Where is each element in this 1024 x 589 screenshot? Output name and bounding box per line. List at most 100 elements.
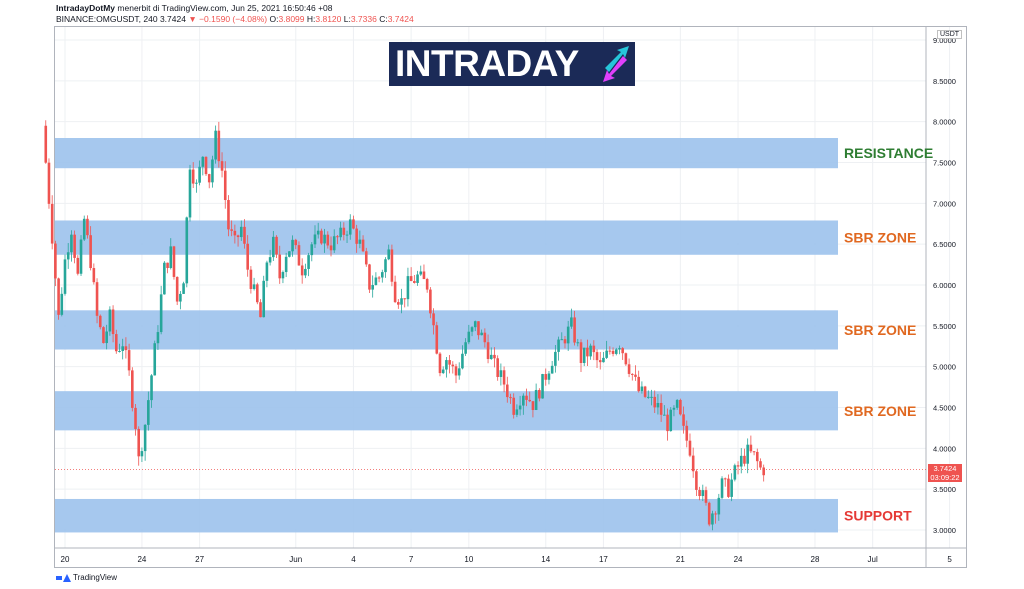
candle-body bbox=[262, 280, 266, 318]
candle-body bbox=[76, 257, 80, 274]
candle-body bbox=[698, 489, 701, 496]
candle-body bbox=[493, 354, 496, 359]
candle-body bbox=[624, 353, 628, 365]
candle-body bbox=[371, 285, 374, 290]
candle-body bbox=[659, 402, 663, 415]
candle-body bbox=[336, 236, 339, 238]
zone-band bbox=[55, 391, 838, 431]
candle-body bbox=[656, 402, 660, 408]
candle-body bbox=[291, 239, 294, 252]
candle-body bbox=[57, 278, 60, 315]
y-tick-label: 8.5000 bbox=[933, 77, 956, 86]
candle-body bbox=[236, 235, 240, 238]
candle-body bbox=[435, 325, 439, 354]
y-tick-label: 5.0000 bbox=[933, 363, 956, 372]
candle-body bbox=[489, 354, 493, 360]
candle-body bbox=[666, 414, 669, 432]
publish-info: menerbit di TradingView.com, Jun 25, 202… bbox=[115, 3, 333, 13]
x-tick-label: 24 bbox=[137, 555, 146, 564]
candle-body bbox=[618, 348, 621, 350]
candle-body bbox=[79, 239, 83, 274]
tradingview-icon bbox=[56, 573, 71, 582]
candle-body bbox=[595, 352, 599, 361]
candle-body bbox=[294, 239, 298, 246]
tradingview-logo[interactable]: TradingView bbox=[56, 573, 117, 582]
candle-body bbox=[560, 339, 564, 341]
candle-body bbox=[634, 374, 637, 377]
candle-body bbox=[432, 313, 435, 326]
candle-body bbox=[550, 365, 554, 374]
candle-body bbox=[621, 348, 624, 354]
candle-body bbox=[214, 130, 217, 160]
candle-body bbox=[499, 370, 503, 377]
candle-body bbox=[554, 351, 557, 366]
candle-body bbox=[256, 284, 259, 303]
candle-body bbox=[403, 298, 407, 300]
candle-body bbox=[304, 268, 307, 276]
candle-body bbox=[528, 399, 532, 402]
candle-body bbox=[54, 243, 57, 279]
candle-body bbox=[650, 396, 653, 398]
candle-body bbox=[755, 451, 759, 462]
candle-body bbox=[143, 424, 147, 452]
candle-body bbox=[166, 262, 169, 269]
candle-body bbox=[140, 451, 144, 457]
candle-body bbox=[736, 465, 740, 467]
current-price-tag: 3.7424 03:09:22 bbox=[928, 464, 962, 482]
candle-body bbox=[477, 321, 480, 336]
candle-body bbox=[486, 342, 490, 360]
y-tick-label: 4.0000 bbox=[933, 444, 956, 453]
candle-body bbox=[300, 265, 304, 276]
open-value: 3.8099 bbox=[278, 14, 305, 24]
candle-body bbox=[733, 465, 737, 480]
candle-body bbox=[704, 490, 708, 503]
candle-body bbox=[464, 342, 467, 354]
candle-body bbox=[384, 259, 387, 273]
candle-body bbox=[127, 350, 131, 371]
candle-body bbox=[348, 219, 352, 235]
candle-body bbox=[323, 234, 326, 244]
x-tick-label: 4 bbox=[351, 555, 356, 564]
candle-body bbox=[675, 399, 679, 408]
candle-body bbox=[502, 370, 506, 385]
candle-body bbox=[156, 332, 160, 344]
candle-body bbox=[191, 169, 195, 184]
candle-body bbox=[512, 397, 515, 415]
candle-body bbox=[281, 272, 285, 279]
candle-body bbox=[204, 156, 208, 175]
x-tick-label: 5 bbox=[947, 555, 952, 564]
last-price: 3.7424 bbox=[159, 14, 186, 24]
candle-body bbox=[361, 239, 365, 252]
candle-body bbox=[111, 309, 115, 335]
candle-body bbox=[137, 428, 141, 457]
candle-body bbox=[422, 271, 426, 280]
candle-body bbox=[413, 281, 416, 283]
candle-body bbox=[611, 350, 615, 354]
y-tick-label: 4.5000 bbox=[933, 404, 956, 413]
candle-body bbox=[153, 343, 157, 376]
current-price-value: 3.7424 bbox=[933, 464, 957, 473]
y-axis: 9.0000 8.5000 8.0000 7.5000 7.0000 6.5000 6.00… bbox=[933, 36, 956, 535]
candle-body bbox=[89, 235, 92, 269]
candle-body bbox=[409, 276, 413, 282]
candle-body bbox=[86, 218, 89, 236]
candle-body bbox=[534, 389, 538, 410]
candle-body bbox=[457, 368, 461, 376]
candle-body bbox=[608, 350, 612, 352]
candle-body bbox=[711, 513, 714, 525]
candle-body bbox=[598, 360, 602, 363]
candle-body bbox=[582, 347, 586, 363]
candle-body bbox=[425, 279, 429, 290]
candle-body bbox=[627, 364, 631, 374]
candle-body bbox=[118, 350, 121, 352]
high-value: 3.8120 bbox=[315, 14, 342, 24]
candle-body bbox=[159, 294, 163, 333]
candle-body bbox=[589, 345, 592, 357]
candle-body bbox=[701, 490, 705, 496]
candle-body bbox=[188, 169, 192, 218]
candle-body bbox=[66, 252, 70, 260]
candle-body bbox=[467, 331, 471, 343]
x-tick-label: 7 bbox=[409, 555, 414, 564]
candle-body bbox=[195, 182, 198, 184]
